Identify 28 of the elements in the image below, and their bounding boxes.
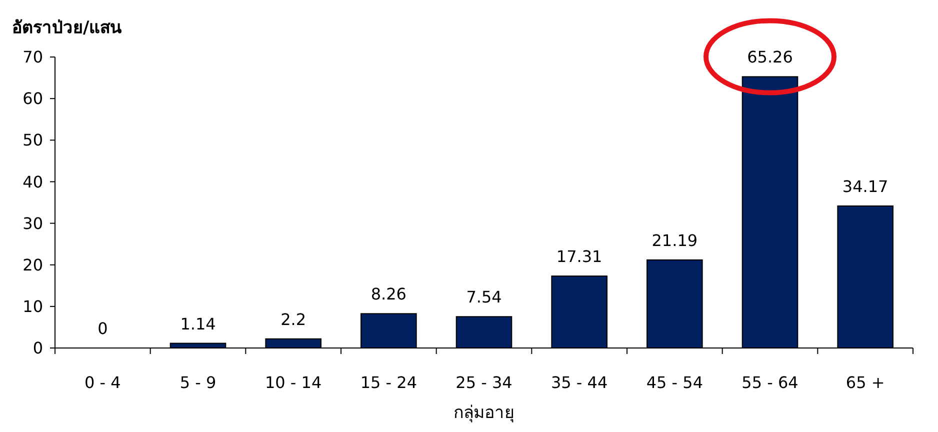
data-label: 7.54 (466, 288, 502, 307)
x-tick-label: 5 - 9 (180, 373, 216, 392)
x-tick-label: 55 - 64 (742, 373, 798, 392)
y-tick-label: 30 (22, 214, 43, 233)
data-label: 21.19 (652, 230, 698, 250)
y-axis-title: อัตราป่วย/แสน (12, 18, 122, 38)
data-label: 17.31 (556, 247, 602, 266)
data-label: 0 (98, 319, 108, 338)
x-tick-label: 25 - 34 (456, 373, 512, 392)
data-label: 1.14 (180, 314, 216, 334)
x-tick-label: 0 - 4 (84, 373, 121, 392)
data-label: 65.26 (747, 48, 793, 67)
x-tick-label: 35 - 44 (550, 373, 608, 392)
x-tick-label: 10 - 14 (264, 373, 322, 392)
y-tick-label: 50 (22, 130, 43, 150)
y-tick-label: 10 (22, 297, 43, 316)
x-tick-label: 65 + (846, 373, 885, 392)
x-tick-label: 15 - 24 (360, 373, 418, 392)
y-tick-label: 40 (22, 172, 43, 192)
data-label: 34.17 (842, 176, 888, 196)
y-tick-label: 0 (32, 338, 43, 358)
data-label: 8.26 (370, 284, 406, 304)
y-tick-label: 60 (22, 89, 43, 108)
data-label: 2.2 (280, 310, 306, 329)
y-tick-label: 70 (22, 48, 43, 67)
x-axis-title: กลุ่มอายุ (454, 403, 514, 423)
y-tick-label: 20 (22, 255, 43, 274)
x-tick-label: 45 - 54 (646, 373, 704, 392)
